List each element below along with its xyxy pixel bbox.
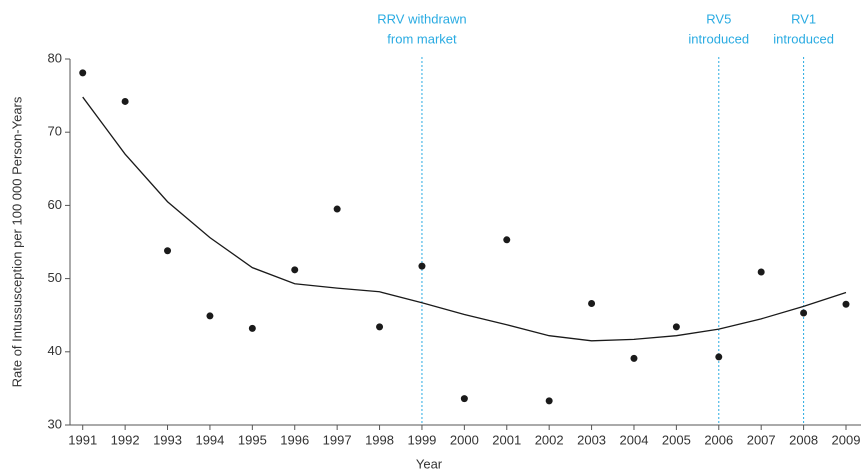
data-point	[800, 309, 808, 317]
data-point	[418, 262, 426, 270]
annotation-label: RV5	[706, 11, 731, 26]
y-tick-label: 30	[48, 416, 62, 431]
x-tick-label: 2005	[662, 432, 691, 447]
x-tick-label: 2002	[535, 432, 564, 447]
annotation-label: from market	[387, 31, 457, 46]
y-axis-label: Rate of Intussusception per 100 000 Pers…	[9, 96, 24, 387]
x-tick-label: 1993	[153, 432, 182, 447]
x-tick-label: 1995	[238, 432, 267, 447]
data-point	[460, 395, 468, 403]
y-tick-label: 70	[48, 124, 62, 139]
data-point	[672, 323, 680, 331]
data-point	[248, 324, 256, 332]
x-tick-label: 2000	[450, 432, 479, 447]
data-point	[588, 299, 596, 307]
annotation-label: introduced	[773, 31, 834, 46]
data-point	[757, 268, 765, 276]
data-point	[333, 205, 341, 213]
data-point	[121, 97, 129, 105]
trend-line	[82, 96, 847, 342]
x-tick-label: 2004	[620, 432, 649, 447]
x-tick-label: 2009	[832, 432, 861, 447]
x-tick-label: 1991	[68, 432, 97, 447]
data-point	[206, 312, 214, 320]
data-point	[79, 69, 87, 77]
annotation-label: RV1	[791, 11, 816, 26]
x-tick-label: 2007	[747, 432, 776, 447]
data-point	[630, 354, 638, 362]
x-tick-label: 2003	[577, 432, 606, 447]
data-point	[503, 236, 511, 244]
annotation-label: introduced	[688, 31, 749, 46]
annotation-label: RRV withdrawn	[377, 11, 466, 26]
x-tick-label: 1999	[407, 432, 436, 447]
data-point	[545, 397, 553, 405]
x-tick-label: 1994	[195, 432, 224, 447]
x-tick-label: 1997	[323, 432, 352, 447]
y-tick-label: 50	[48, 270, 62, 285]
x-tick-label: 2008	[789, 432, 818, 447]
x-axis-label: Year	[416, 456, 443, 471]
y-tick-label: 80	[48, 50, 62, 65]
y-tick-label: 40	[48, 343, 62, 358]
data-point	[376, 323, 384, 331]
y-tick-label: 60	[48, 197, 62, 212]
data-point	[842, 300, 850, 308]
x-tick-label: 1998	[365, 432, 394, 447]
x-tick-label: 2001	[492, 432, 521, 447]
data-point	[164, 247, 172, 255]
data-point	[291, 266, 299, 274]
data-point	[715, 353, 723, 361]
x-tick-label: 1992	[111, 432, 140, 447]
x-tick-label: 2006	[704, 432, 733, 447]
x-tick-label: 1996	[280, 432, 309, 447]
